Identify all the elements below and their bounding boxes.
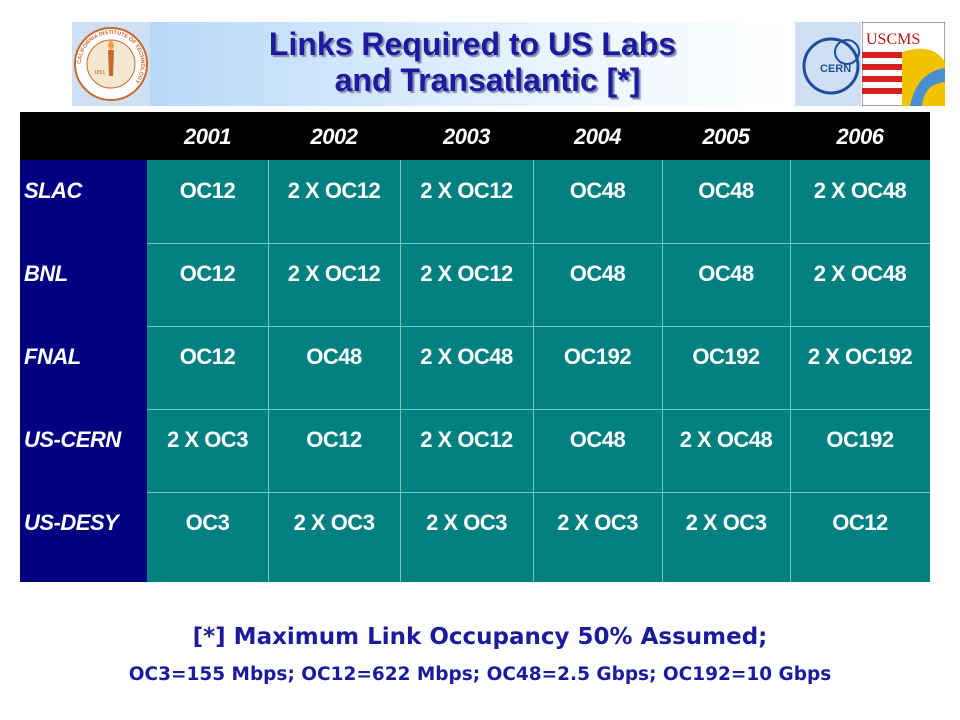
table-cell: OC192: [563, 344, 632, 369]
footer-line: [*] Maximum Link Occupancy 50% Assumed;: [192, 624, 768, 650]
table-cell: 2 X OC12: [287, 261, 381, 286]
cell-border: [533, 160, 534, 582]
title: Links Required to US Labs and Transatlan…: [150, 26, 795, 98]
row-label: BNL: [20, 243, 147, 326]
table-cell: OC48: [306, 344, 362, 369]
table-cell: OC12: [306, 427, 362, 452]
title-line: Links Required to US Labs: [268, 26, 677, 62]
logo-text: CERN: [820, 63, 851, 75]
logo-year: 1891: [94, 70, 105, 76]
column-header: 2004: [533, 112, 662, 160]
table-cell: 2 X OC3: [293, 510, 375, 535]
table-cell: 2 X OC192: [807, 344, 913, 369]
table-cell: OC12: [179, 261, 236, 286]
table-cell: 2 X OC3: [426, 510, 507, 535]
table-cell: 2 X OC3: [557, 510, 638, 535]
table-cell: 2 X OC48: [813, 178, 907, 203]
table-cell: 2 X OC12: [287, 178, 381, 203]
table-cell: OC12: [179, 178, 236, 203]
table-cell: 2 X OC48: [679, 427, 773, 452]
column-header: 2006: [790, 112, 930, 160]
table-cell: OC48: [569, 178, 626, 203]
table-cell: 2 X OC12: [420, 178, 513, 203]
caltech-logo: CALIFORNIA INSTITUTE OF TECHNOLOGY 1891: [72, 22, 150, 106]
table-cell: OC12: [832, 510, 888, 535]
row-label: FNAL: [20, 326, 147, 409]
cell-border: [662, 160, 663, 582]
table-cell: OC192: [692, 344, 760, 369]
table-cell: 2 X OC48: [420, 344, 513, 369]
table-cell: 2 X OC12: [420, 427, 513, 452]
footer-line: OC3=155 Mbps; OC12=622 Mbps; OC48=2.5 Gb…: [128, 664, 832, 685]
table-cell: OC3: [185, 510, 230, 535]
cell-border: [268, 160, 269, 582]
link-table: 2001 2002 2003 2004 2005 2006 SLAC OC12 2 X OC12…: [20, 112, 930, 582]
cell-border: [147, 326, 930, 327]
table-cell: OC12: [179, 344, 236, 369]
column-header: 2002: [268, 112, 400, 160]
title-line: and Transatlantic [*]: [334, 62, 641, 98]
cell-border: [400, 160, 401, 582]
table-cell: 2 X OC3: [167, 427, 248, 452]
cern-logo: CERN: [795, 22, 861, 106]
table-cell: OC48: [569, 427, 626, 452]
column-header: 2001: [147, 112, 268, 160]
table-cell: OC48: [698, 178, 754, 203]
uscms-logo: USCMS: [862, 22, 945, 106]
row-label: US-DESY: [20, 492, 147, 582]
table-cell: OC48: [698, 261, 754, 286]
cell-border: [790, 160, 791, 582]
logo-text: USCMS: [866, 31, 920, 48]
table-cell: 2 X OC48: [813, 261, 907, 286]
row-label: US-CERN: [20, 409, 147, 492]
cell-border: [147, 409, 930, 410]
cell-border: [147, 243, 930, 244]
title-band: [150, 22, 795, 106]
cell-border: [147, 492, 930, 493]
column-header: 2005: [662, 112, 790, 160]
table-cell: OC192: [826, 427, 894, 452]
table-cell: 2 X OC3: [685, 510, 767, 535]
table-cell: OC48: [569, 261, 626, 286]
table-cell: 2 X OC12: [420, 261, 513, 286]
column-header: 2003: [400, 112, 533, 160]
row-label: SLAC: [20, 160, 147, 243]
header-corner: [20, 112, 147, 160]
